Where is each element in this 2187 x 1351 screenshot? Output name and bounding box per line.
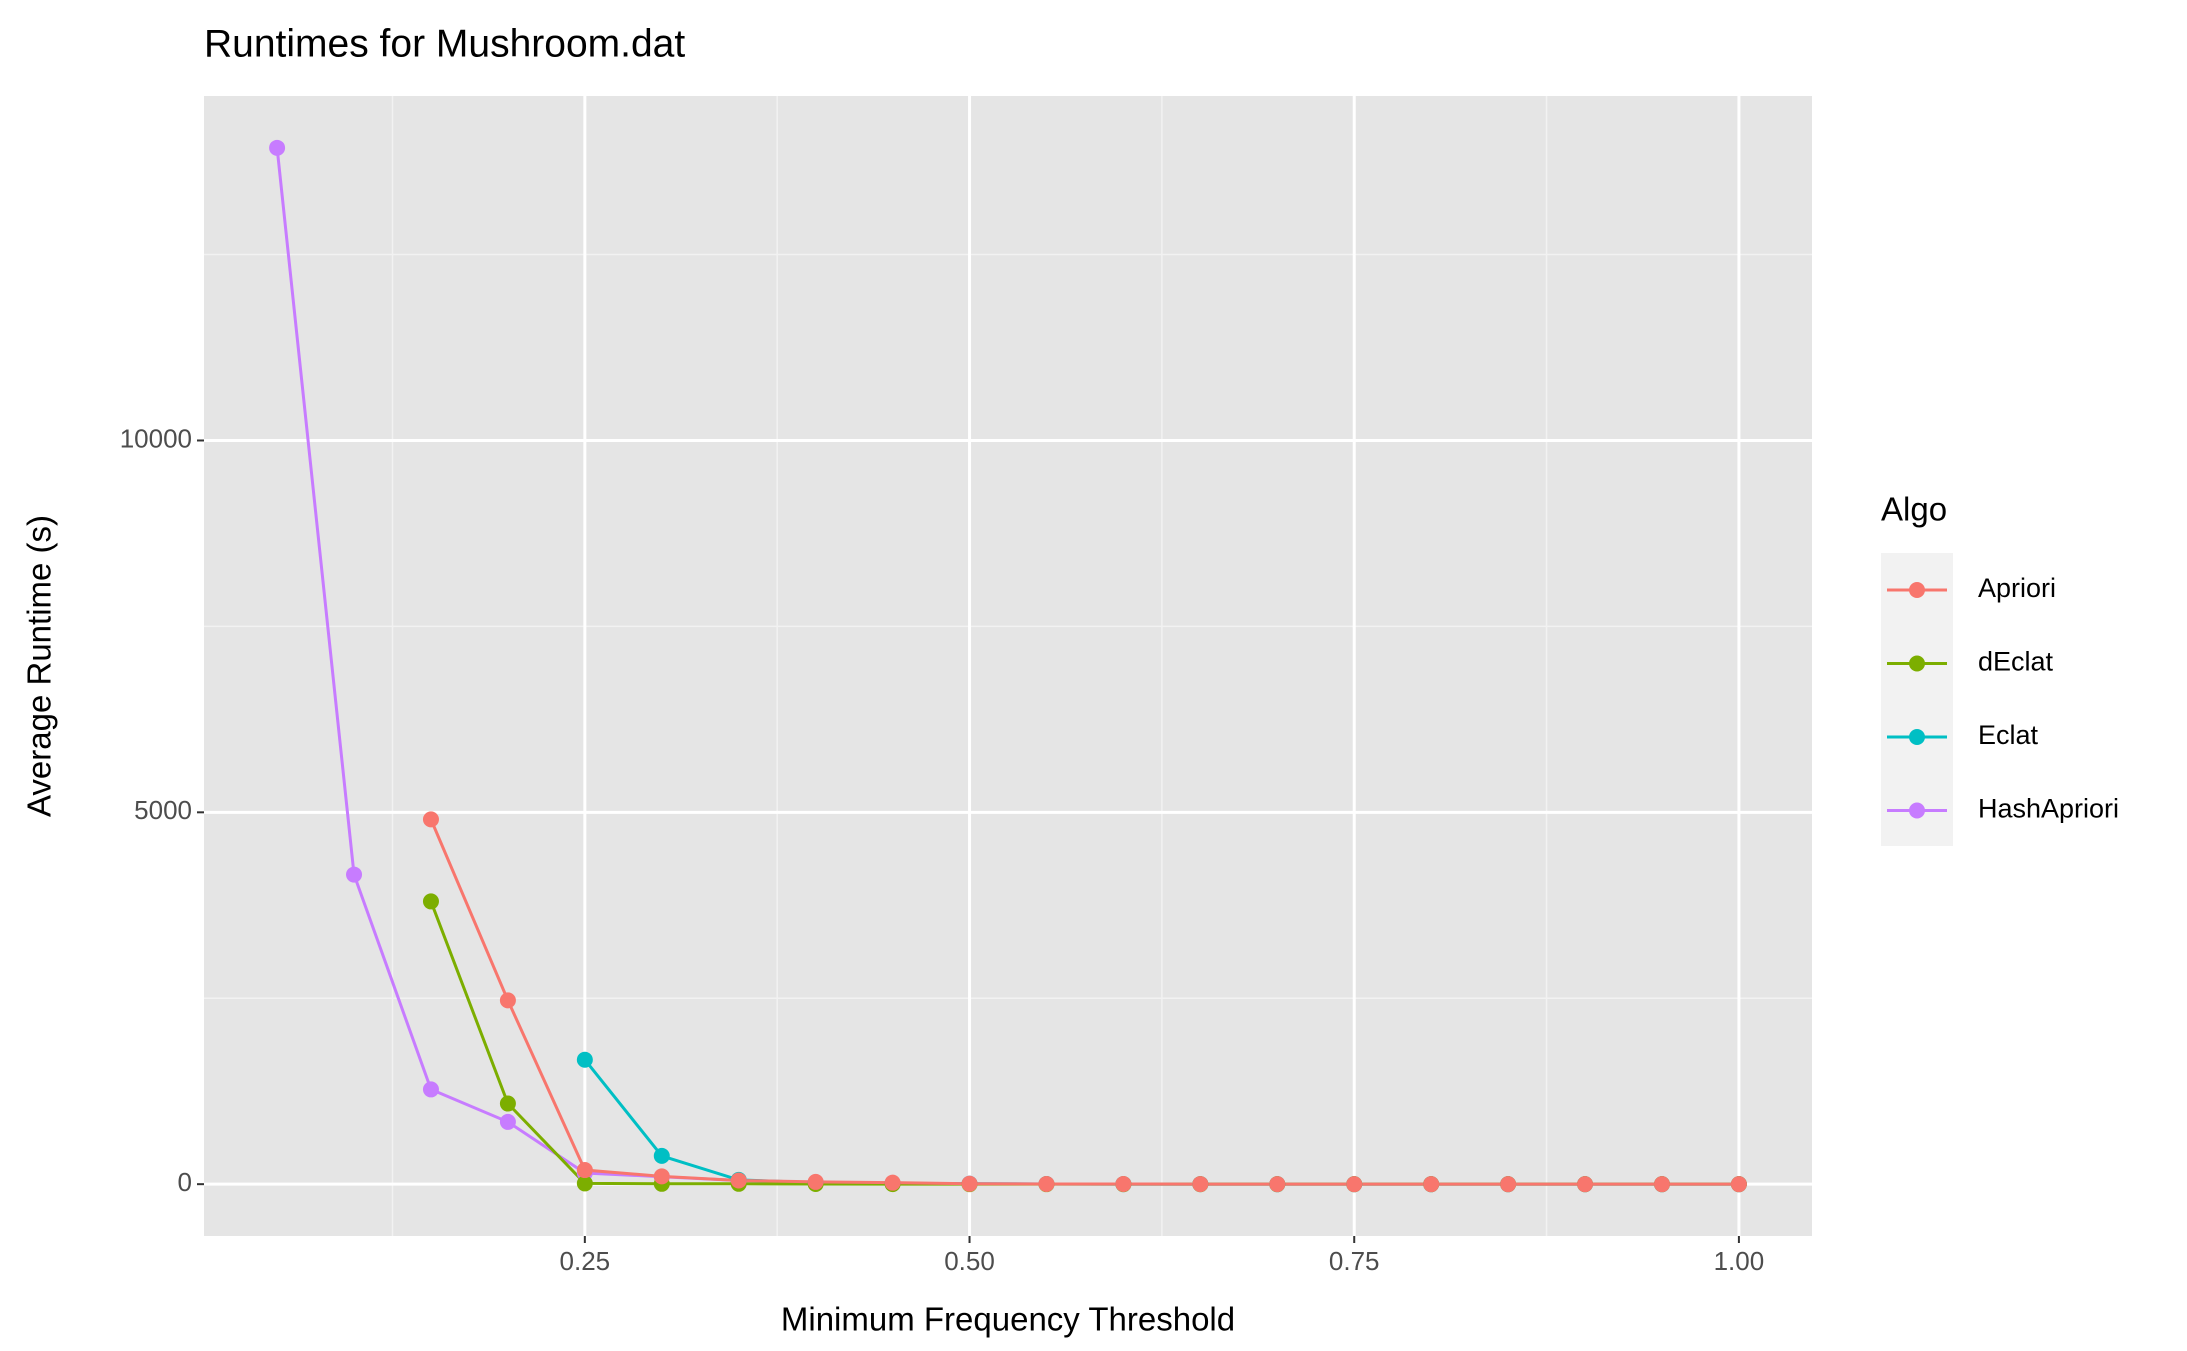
data-point xyxy=(576,1175,593,1192)
data-point xyxy=(1500,1176,1517,1193)
data-point xyxy=(1269,1176,1286,1193)
x-tick-label: 0.25 xyxy=(560,1246,611,1276)
legend-label: Eclat xyxy=(1978,720,2039,750)
data-point xyxy=(499,1113,516,1130)
data-point xyxy=(1730,1176,1747,1193)
data-point xyxy=(576,1051,593,1068)
y-tick-label: 10000 xyxy=(120,423,192,453)
data-point xyxy=(807,1173,824,1190)
legend-label: dEclat xyxy=(1978,647,2054,677)
x-axis-title: Minimum Frequency Threshold xyxy=(781,1301,1235,1338)
data-point xyxy=(1115,1176,1132,1193)
legend-label: HashApriori xyxy=(1978,794,2119,824)
legend-box xyxy=(1881,553,1953,846)
data-point xyxy=(961,1175,978,1192)
series-line xyxy=(429,818,1739,1186)
data-point xyxy=(1423,1176,1440,1193)
data-point xyxy=(576,1162,593,1179)
y-axis-title: Average Runtime (s) xyxy=(21,515,58,817)
legend-key xyxy=(1909,802,1925,819)
data-point xyxy=(1653,1176,1670,1193)
data-point xyxy=(1038,1175,1055,1192)
chart-title: Runtimes for Mushroom.dat xyxy=(204,22,685,65)
x-tick-label: 0.50 xyxy=(944,1246,995,1276)
data-point xyxy=(499,1095,516,1112)
data-point xyxy=(346,866,363,883)
data-point xyxy=(1346,1176,1363,1193)
y-tick-label: 5000 xyxy=(134,795,192,825)
legend-title: Algo xyxy=(1881,491,1947,528)
data-point xyxy=(422,1081,439,1098)
legend-label: Apriori xyxy=(1978,573,2056,603)
legend-key xyxy=(1909,729,1925,745)
x-tick-label: 1.00 xyxy=(1714,1246,1765,1276)
data-point xyxy=(1577,1176,1594,1193)
data-point xyxy=(653,1168,670,1185)
data-point xyxy=(1192,1176,1209,1193)
data-point xyxy=(730,1172,747,1189)
data-point xyxy=(269,139,286,156)
y-tick-label: 0 xyxy=(178,1167,192,1197)
x-tick-label: 0.75 xyxy=(1329,1246,1380,1276)
panel xyxy=(204,96,1812,1236)
legend-key xyxy=(1909,582,1925,598)
legend-key xyxy=(1909,655,1925,672)
data-point xyxy=(653,1147,670,1164)
data-point xyxy=(422,893,439,910)
data-point xyxy=(884,1174,901,1191)
data-point xyxy=(499,992,516,1009)
data-point xyxy=(422,811,439,828)
